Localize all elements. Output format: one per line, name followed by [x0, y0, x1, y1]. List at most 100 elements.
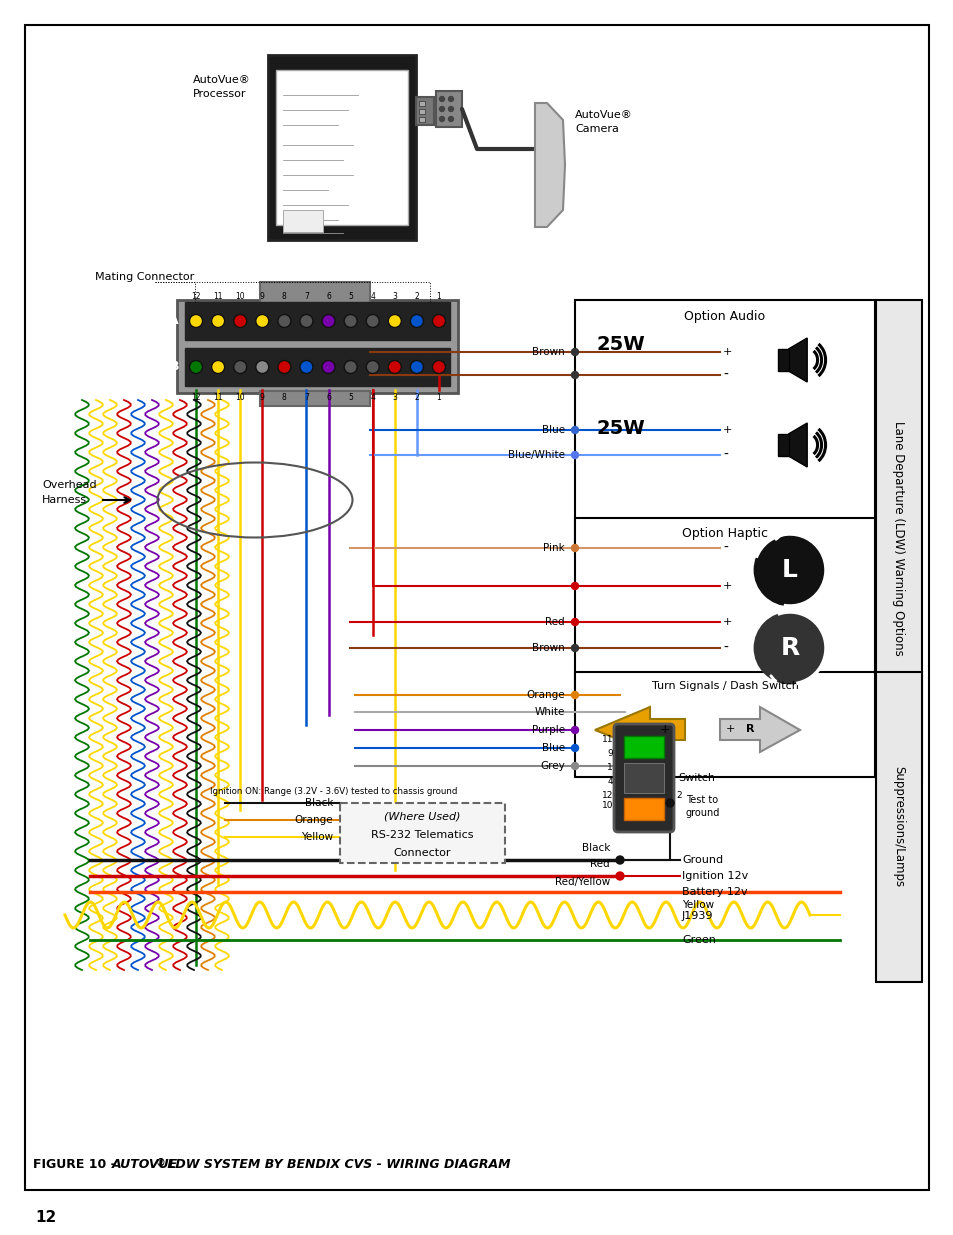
Bar — [777, 348, 788, 372]
Text: 6: 6 — [326, 394, 331, 403]
Text: +: + — [722, 425, 732, 435]
Text: RS-232 Telematics: RS-232 Telematics — [371, 830, 474, 840]
Bar — [185, 303, 450, 340]
Circle shape — [322, 361, 335, 373]
Bar — [283, 210, 323, 232]
Text: Red: Red — [590, 860, 609, 869]
Text: 4: 4 — [370, 394, 375, 403]
Bar — [418, 101, 424, 106]
Polygon shape — [788, 338, 806, 382]
Text: Blue: Blue — [541, 743, 564, 753]
Bar — [275, 70, 408, 225]
Bar — [777, 433, 788, 456]
Circle shape — [616, 856, 623, 864]
Text: 1: 1 — [436, 291, 441, 300]
Circle shape — [410, 315, 423, 327]
Text: AUTOVUE: AUTOVUE — [112, 1158, 178, 1171]
Bar — [418, 117, 424, 122]
Circle shape — [571, 348, 578, 356]
Circle shape — [190, 315, 202, 327]
Circle shape — [388, 315, 401, 327]
Text: +: + — [659, 724, 670, 736]
Polygon shape — [788, 424, 806, 467]
Circle shape — [754, 613, 824, 683]
Text: Brown: Brown — [532, 643, 564, 653]
Text: 2: 2 — [414, 291, 418, 300]
Text: Battery 12v: Battery 12v — [681, 887, 747, 897]
Text: Orange: Orange — [294, 815, 333, 825]
Text: 25W: 25W — [597, 335, 645, 353]
Text: White: White — [534, 706, 564, 718]
Bar — [339, 803, 504, 863]
Text: Blue: Blue — [541, 425, 564, 435]
Bar — [575, 517, 874, 693]
Circle shape — [344, 361, 356, 373]
Text: 11: 11 — [213, 394, 223, 403]
Circle shape — [388, 361, 401, 373]
Circle shape — [212, 315, 224, 327]
Circle shape — [366, 361, 378, 373]
Circle shape — [571, 692, 578, 699]
Circle shape — [571, 745, 578, 752]
Text: 12: 12 — [192, 394, 200, 403]
Circle shape — [571, 762, 578, 769]
Bar — [260, 391, 370, 406]
Circle shape — [410, 361, 423, 373]
Text: Option Audio: Option Audio — [683, 310, 764, 322]
Text: Blue/White: Blue/White — [507, 450, 564, 459]
Polygon shape — [720, 706, 800, 752]
Circle shape — [571, 726, 578, 734]
Text: 9: 9 — [607, 750, 613, 758]
Text: Purple: Purple — [532, 725, 564, 735]
Text: 4: 4 — [370, 291, 375, 300]
Circle shape — [571, 545, 578, 552]
Text: 10: 10 — [235, 394, 245, 403]
Bar — [268, 56, 416, 240]
Text: Overhead: Overhead — [42, 480, 96, 490]
Text: Ground: Ground — [681, 855, 722, 864]
Circle shape — [277, 315, 291, 327]
Text: Yellow: Yellow — [300, 832, 333, 842]
Text: Grey: Grey — [539, 761, 564, 771]
Bar — [575, 300, 874, 545]
Circle shape — [255, 361, 269, 373]
Circle shape — [277, 361, 291, 373]
Text: Switch: Switch — [678, 773, 714, 783]
Circle shape — [571, 645, 578, 652]
Text: 3: 3 — [392, 394, 396, 403]
Circle shape — [571, 583, 578, 589]
Circle shape — [322, 315, 335, 327]
Text: (Where Used): (Where Used) — [384, 811, 460, 823]
Circle shape — [190, 361, 202, 373]
Text: 7: 7 — [304, 291, 309, 300]
Text: 1: 1 — [436, 394, 441, 403]
Text: 4: 4 — [607, 778, 613, 787]
Polygon shape — [535, 103, 564, 227]
Text: 6: 6 — [326, 291, 331, 300]
Text: 7: 7 — [304, 394, 309, 403]
Text: Mating Connector: Mating Connector — [95, 272, 194, 282]
Bar — [623, 736, 663, 758]
Circle shape — [439, 106, 444, 111]
Circle shape — [212, 361, 224, 373]
Circle shape — [448, 106, 453, 111]
Text: R: R — [745, 724, 754, 734]
Text: LDW SYSTEM BY BENDIX CVS - WIRING DIAGRAM: LDW SYSTEM BY BENDIX CVS - WIRING DIAGRA… — [163, 1158, 510, 1171]
Text: 12: 12 — [192, 291, 200, 300]
Text: B: B — [170, 361, 179, 373]
Text: Black: Black — [304, 798, 333, 808]
Text: +: + — [722, 347, 732, 357]
Text: Red: Red — [545, 618, 564, 627]
Text: +: + — [724, 724, 734, 734]
Circle shape — [299, 315, 313, 327]
Polygon shape — [595, 706, 684, 752]
Text: Ignition ON: Range (3.2V - 3.6V) tested to chassis ground: Ignition ON: Range (3.2V - 3.6V) tested … — [210, 788, 456, 797]
Text: Brown: Brown — [532, 347, 564, 357]
Text: A: A — [170, 315, 179, 327]
Circle shape — [344, 315, 356, 327]
Text: Green: Green — [681, 935, 715, 945]
Text: Option Haptic: Option Haptic — [681, 527, 767, 541]
Circle shape — [754, 535, 824, 605]
Bar — [875, 300, 921, 777]
Text: 8: 8 — [282, 394, 287, 403]
